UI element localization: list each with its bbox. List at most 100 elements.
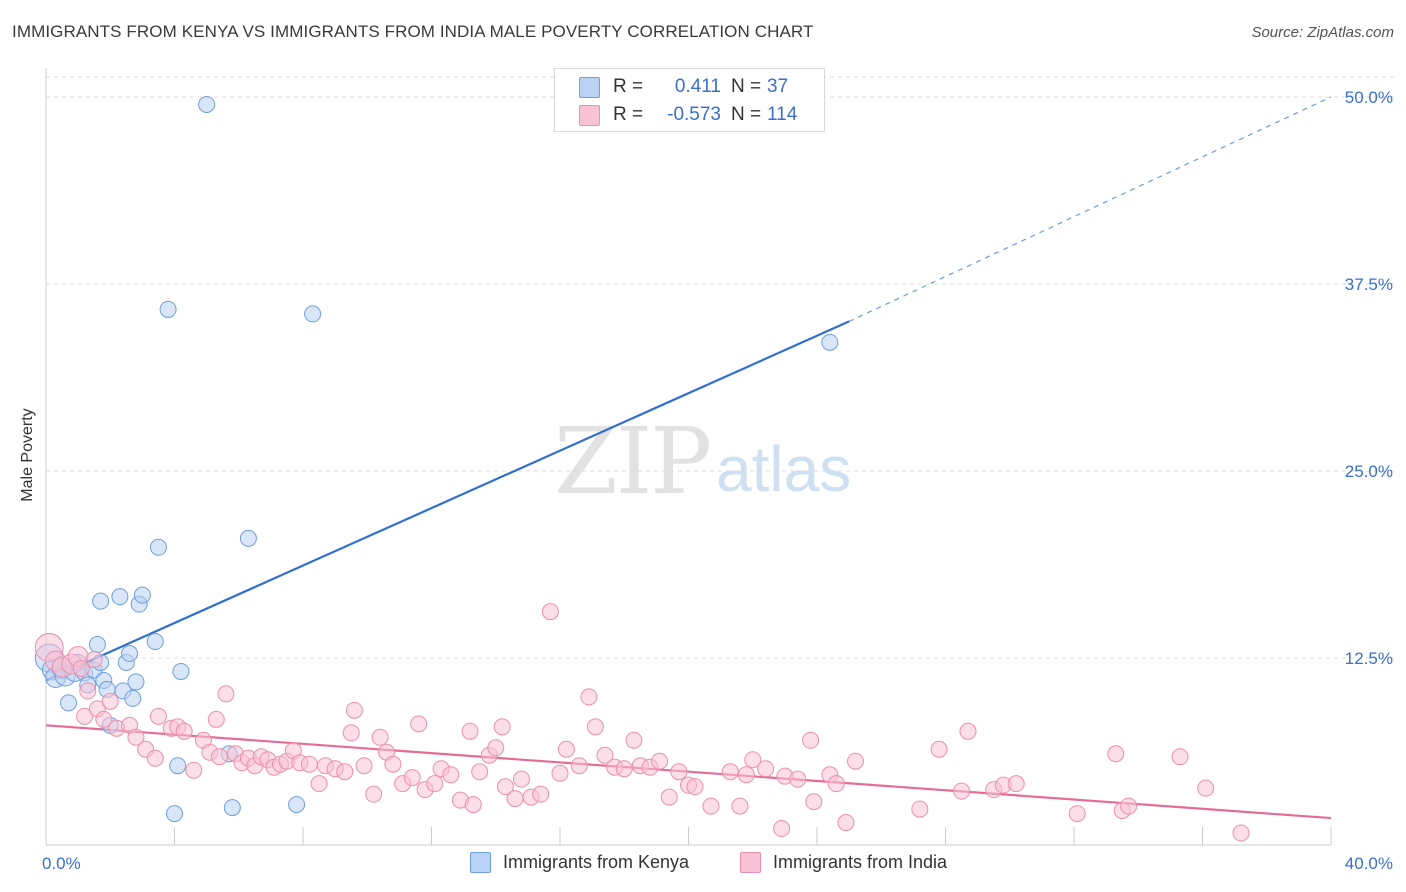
legend-swatch-india <box>740 852 761 873</box>
point-india <box>959 722 977 740</box>
point-india <box>541 603 559 621</box>
point-india <box>744 751 762 769</box>
point-india <box>702 797 720 815</box>
tick-labels: 12.5% 25.0% 37.5% 50.0% 0.0% 40.0% <box>42 88 1393 873</box>
point-kenya <box>288 796 306 814</box>
legend-item-kenya[interactable]: Immigrants from Kenya <box>470 852 689 873</box>
point-india <box>625 731 643 749</box>
point-india <box>95 710 113 728</box>
kenya-n-label: N = <box>731 76 762 97</box>
point-india <box>464 796 482 814</box>
point-india <box>426 775 444 793</box>
axes <box>45 68 1332 846</box>
point-india <box>1232 824 1250 842</box>
point-india <box>721 763 739 781</box>
point-india <box>345 701 363 719</box>
point-india <box>149 707 167 725</box>
point-kenya <box>223 799 241 817</box>
point-india <box>310 775 328 793</box>
point-india <box>146 749 164 767</box>
point-india <box>101 692 119 710</box>
kenya-r-value: 0.411 <box>674 76 721 97</box>
point-india <box>76 707 94 725</box>
kenya-n-value: 37 <box>767 76 789 97</box>
india-swatch <box>579 105 600 126</box>
point-kenya <box>88 636 106 654</box>
point-india <box>1197 779 1215 797</box>
point-india <box>757 760 775 778</box>
point-kenya <box>821 333 839 351</box>
point-india <box>85 650 103 668</box>
point-india <box>557 740 575 758</box>
point-india <box>72 659 90 677</box>
point-india <box>185 761 203 779</box>
y-tick-label: 50.0% <box>1345 88 1393 107</box>
point-kenya <box>133 586 151 604</box>
point-india <box>789 770 807 788</box>
point-kenya <box>59 694 77 712</box>
legend-item-india[interactable]: Immigrants from India <box>740 852 947 873</box>
point-india <box>410 715 428 733</box>
legend-label-kenya: Immigrants from Kenya <box>503 852 690 872</box>
legend: Immigrants from Kenya Immigrants from In… <box>0 852 1406 876</box>
point-india <box>837 814 855 832</box>
y-tick-label: 37.5% <box>1345 275 1393 294</box>
point-india <box>737 766 755 784</box>
point-india <box>953 782 971 800</box>
x-tick-label: 40.0% <box>1345 854 1393 873</box>
point-kenya <box>121 645 139 663</box>
point-india <box>496 778 514 796</box>
point-india <box>471 763 489 781</box>
stats-box: R = 0.411 N = 37 R = -0.573 N = 114 <box>554 68 825 132</box>
point-kenya <box>172 662 190 680</box>
y-tick-label: 25.0% <box>1345 462 1393 481</box>
point-india <box>551 764 569 782</box>
point-india <box>207 710 225 728</box>
point-india <box>1007 775 1025 793</box>
point-kenya <box>169 757 187 775</box>
point-india <box>1107 745 1125 763</box>
trend-lines <box>45 96 1332 820</box>
trend-line-kenya-extension <box>848 96 1332 322</box>
point-kenya <box>239 529 257 547</box>
point-india <box>512 770 530 788</box>
point-india <box>365 785 383 803</box>
kenya-r-label: R = <box>613 76 644 97</box>
point-india <box>127 728 145 746</box>
point-india <box>532 785 550 803</box>
point-india <box>586 718 604 736</box>
point-india <box>827 775 845 793</box>
point-india <box>461 722 479 740</box>
india-r-value: -0.573 <box>667 104 721 125</box>
x-tick-label: 0.0% <box>42 854 81 873</box>
point-india <box>911 800 929 818</box>
kenya-swatch <box>579 77 600 98</box>
india-r-label: R = <box>613 104 644 125</box>
point-india <box>342 724 360 742</box>
india-n-label: N = <box>731 104 762 125</box>
point-india <box>596 746 614 764</box>
point-india <box>670 763 688 781</box>
point-india <box>403 769 421 787</box>
point-india <box>731 797 749 815</box>
point-india <box>506 790 524 808</box>
point-india <box>493 718 511 736</box>
point-kenya <box>111 588 129 606</box>
y-axis-label: Male Poverty <box>19 408 36 502</box>
trend-line-india <box>45 724 1332 820</box>
point-india <box>371 728 389 746</box>
source-label: Source: ZipAtlas.com <box>1251 24 1394 41</box>
point-india <box>847 752 865 770</box>
point-india <box>1171 748 1189 766</box>
point-kenya <box>146 633 164 651</box>
point-kenya <box>159 300 177 318</box>
point-kenya <box>198 95 216 113</box>
point-kenya <box>149 538 167 556</box>
point-kenya <box>304 305 322 323</box>
point-kenya <box>92 592 110 610</box>
trend-line-kenya <box>45 320 850 682</box>
point-india <box>651 752 669 770</box>
point-india <box>805 793 823 811</box>
india-n-value: 114 <box>767 104 798 125</box>
